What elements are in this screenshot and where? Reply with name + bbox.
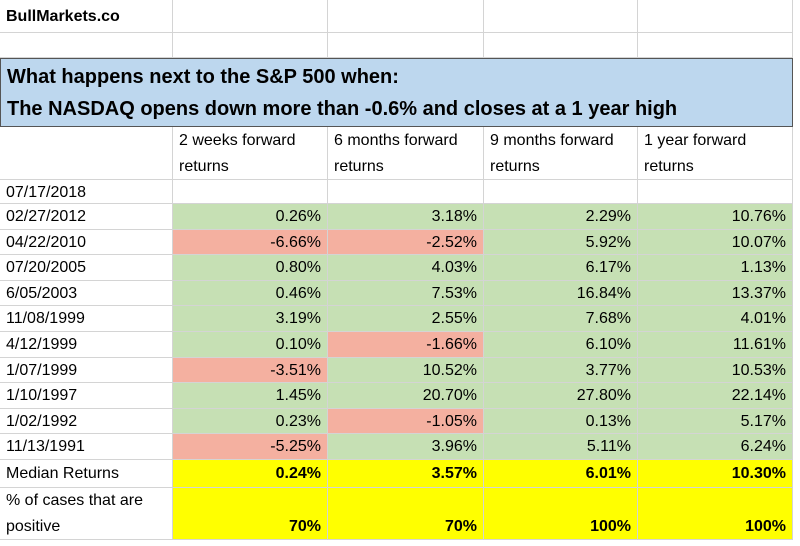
return-cell: 11.61% (638, 332, 793, 358)
return-cell: 3.18% (328, 204, 484, 230)
return-cell: 2.55% (328, 306, 484, 332)
return-cell: 10.52% (328, 357, 484, 384)
return-cell: 7.53% (328, 280, 484, 307)
positive-cell: 100% (484, 488, 638, 540)
return-cell: 0.23% (173, 408, 328, 435)
return-cell: 22.14% (638, 383, 793, 409)
column-header: 9 months forward returns (484, 127, 638, 180)
return-cell (638, 180, 793, 204)
row-date: 02/27/2012 (0, 204, 173, 230)
title-line: What happens next to the S&P 500 when: (7, 66, 399, 88)
return-cell: 7.68% (484, 306, 638, 332)
return-cell: 16.84% (484, 280, 638, 307)
positive-cell: 70% (173, 488, 328, 540)
return-cell: 5.17% (638, 408, 793, 435)
return-cell: 10.76% (638, 204, 793, 230)
blank-cell (638, 33, 793, 58)
median-cell: 6.01% (484, 460, 638, 488)
return-cell: 3.19% (173, 306, 328, 332)
return-cell (173, 180, 328, 204)
return-cell: 10.07% (638, 229, 793, 256)
title-line: The NASDAQ opens down more than -0.6% an… (7, 98, 678, 120)
return-cell: 0.26% (173, 204, 328, 230)
return-cell: 4.01% (638, 306, 793, 332)
blank-cell (328, 33, 484, 58)
return-cell: 5.92% (484, 229, 638, 256)
blank-cell (173, 33, 328, 58)
column-header: 6 months forward returns (328, 127, 484, 180)
return-cell (484, 180, 638, 204)
title-box: What happens next to the S&P 500 when: T… (0, 58, 793, 127)
row-date: 6/05/2003 (0, 280, 173, 307)
blank-cell (638, 0, 793, 33)
median-cell: 0.24% (173, 460, 328, 488)
return-cell (328, 180, 484, 204)
summary-label: % of cases that are positive (0, 488, 173, 540)
return-cell: 20.70% (328, 383, 484, 409)
return-cell: 6.17% (484, 255, 638, 281)
median-cell: 10.30% (638, 460, 793, 488)
blank-cell (0, 127, 173, 180)
row-date: 07/20/2005 (0, 255, 173, 281)
summary-label: Median Returns (0, 460, 173, 488)
row-date: 1/07/1999 (0, 357, 173, 384)
blank-cell: BullMarkets.co (0, 0, 173, 33)
row-date: 04/22/2010 (0, 229, 173, 256)
return-cell: -1.05% (328, 408, 484, 435)
return-cell: 10.53% (638, 357, 793, 384)
median-cell: 3.57% (328, 460, 484, 488)
positive-cell: 100% (638, 488, 793, 540)
return-cell: 3.77% (484, 357, 638, 384)
return-cell: 5.11% (484, 434, 638, 460)
return-cell: -3.51% (173, 357, 328, 384)
blank-cell (484, 33, 638, 58)
return-cell: 13.37% (638, 280, 793, 307)
blank-cell (484, 0, 638, 33)
row-date: 11/08/1999 (0, 306, 173, 332)
return-cell: -1.66% (328, 332, 484, 358)
return-cell: -5.25% (173, 434, 328, 460)
return-cell: 1.13% (638, 255, 793, 281)
return-cell: -6.66% (173, 229, 328, 256)
blank-cell (0, 33, 173, 58)
blank-cell (173, 0, 328, 33)
return-cell: 6.10% (484, 332, 638, 358)
return-cell: 1.45% (173, 383, 328, 409)
positive-cell: 70% (328, 488, 484, 540)
return-cell: 2.29% (484, 204, 638, 230)
blank-cell (328, 0, 484, 33)
row-date: 1/10/1997 (0, 383, 173, 409)
return-cell: 27.80% (484, 383, 638, 409)
return-cell: 4.03% (328, 255, 484, 281)
return-cell: 0.46% (173, 280, 328, 307)
row-date: 1/02/1992 (0, 408, 173, 435)
return-cell: -2.52% (328, 229, 484, 256)
return-cell: 0.13% (484, 408, 638, 435)
return-cell: 6.24% (638, 434, 793, 460)
row-date: 11/13/1991 (0, 434, 173, 460)
return-cell: 0.80% (173, 255, 328, 281)
row-date: 07/17/2018 (0, 180, 173, 204)
return-cell: 0.10% (173, 332, 328, 358)
return-cell: 3.96% (328, 434, 484, 460)
column-header: 1 year forward returns (638, 127, 793, 180)
column-header: 2 weeks forward returns (173, 127, 328, 180)
row-date: 4/12/1999 (0, 332, 173, 358)
